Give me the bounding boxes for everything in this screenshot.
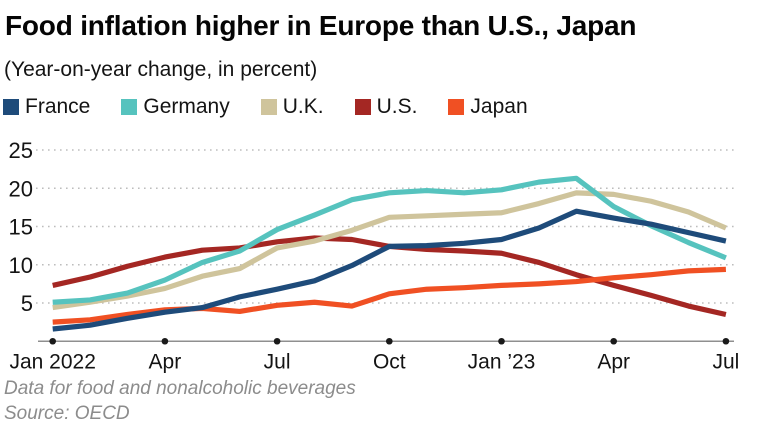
line-france — [52, 208, 727, 332]
legend-swatch-uk — [260, 99, 277, 115]
y-tick-label-15: 15 — [9, 215, 33, 240]
legend-label-france: France — [25, 95, 91, 118]
y-tick-label-25: 25 — [9, 138, 33, 163]
x-tick-label: Apr — [149, 350, 182, 373]
x-tick-label: Oct — [373, 350, 406, 373]
plot-area: 5 10 15 20 25 Jan 2022 Apr Jul Oct Jan ’23 Apr Jul — [0, 135, 769, 380]
legend-swatch-us — [354, 99, 371, 115]
chart-svg: 5 10 15 20 25 Jan 2022 Apr Jul Oct Jan ’23 Apr Jul — [9, 138, 740, 373]
chart-subtitle: (Year-on-year change, in percent) — [4, 58, 318, 81]
legend-item-us: U.S. — [354, 95, 418, 119]
page-title: Food inflation higher in Europe than U.S… — [5, 10, 637, 41]
legend-item-japan: Japan — [448, 95, 528, 119]
legend-label-us: U.S. — [376, 95, 418, 118]
legend-label-japan: Japan — [470, 95, 528, 118]
legend-label-germany: Germany — [143, 95, 230, 118]
x-tick-label: Jan 2022 — [9, 350, 95, 373]
legend-swatch-france — [3, 99, 19, 115]
x-tick-label: Jul — [264, 350, 291, 373]
chart-legend: France Germany U.K. U.S. Japan — [3, 95, 528, 119]
legend-label-uk: U.K. — [282, 95, 324, 118]
x-tick-dot — [722, 337, 730, 345]
legend-item-france: France — [3, 95, 90, 119]
line-germany — [52, 175, 727, 305]
x-tick-dot — [161, 337, 169, 345]
y-tick-label-10: 10 — [9, 253, 33, 278]
legend-swatch-germany — [121, 99, 138, 115]
data-footnote: Data for food and nonalcoholic beverages — [4, 378, 356, 399]
x-tick-dot — [386, 337, 393, 345]
line-uk — [52, 190, 727, 311]
x-tick-label: Apr — [597, 350, 630, 373]
x-tick-label: Jan ’23 — [468, 350, 536, 373]
x-tick-dot — [610, 337, 617, 345]
x-tick-dot — [498, 337, 505, 345]
y-tick-label-20: 20 — [9, 176, 33, 201]
y-tick-label-5: 5 — [21, 291, 33, 316]
x-tick-label: Jul — [712, 350, 739, 373]
x-tick-dot — [273, 337, 281, 345]
legend-item-uk: U.K. — [260, 95, 324, 119]
x-tick-dot — [49, 337, 56, 345]
legend-swatch-japan — [448, 99, 465, 115]
legend-item-germany: Germany — [121, 95, 230, 119]
source-footnote: Source: OECD — [4, 403, 130, 424]
